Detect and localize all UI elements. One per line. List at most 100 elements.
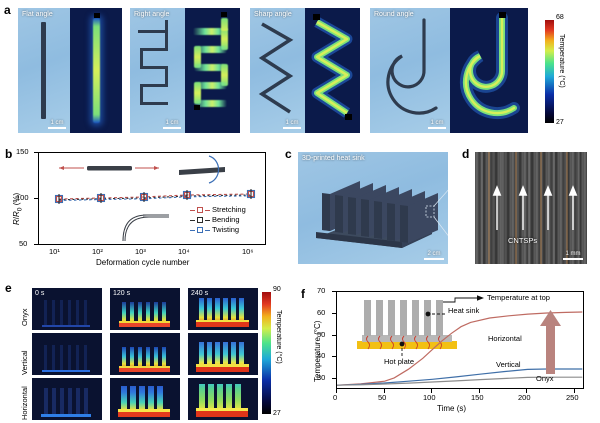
panel-a-scalebar-flat: 1 cm bbox=[48, 120, 66, 129]
panel-b-ylabel-150: 150 bbox=[16, 147, 29, 156]
legend-swatch-bending bbox=[197, 217, 203, 223]
panel-a-scalebar-right: 1 cm bbox=[163, 120, 181, 129]
legend-dash-right-twisting bbox=[205, 229, 210, 231]
legend-label-twisting: Twisting bbox=[212, 225, 240, 234]
panel-b-xaxis-title: Deformation cycle number bbox=[96, 258, 190, 267]
panel-letter-d: d bbox=[462, 147, 470, 161]
panel-b-yaxis-title: R/R0 (%) bbox=[12, 192, 24, 225]
panel-e-row-label-onyx: Onyx bbox=[20, 308, 29, 326]
panel-a-photo-round-optical: Round angle 1 cm bbox=[370, 8, 450, 133]
panel-f-xlabel-250: 250 bbox=[566, 393, 579, 402]
panel-f-trend-arrow bbox=[540, 310, 561, 374]
panel-b-xlabel-1e1: 10¹ bbox=[49, 247, 60, 256]
panel-e-colorbar-min: 27 bbox=[273, 410, 281, 417]
panel-e-sim-horizontal-240s bbox=[188, 378, 258, 420]
panel-f-xtick-200 bbox=[526, 389, 527, 393]
panel-b-ytick-150 bbox=[34, 152, 38, 153]
panel-a-photo-flat-optical: Flat angle 1 cm bbox=[18, 8, 70, 133]
panel-f-xlabel-0: 0 bbox=[333, 393, 338, 402]
panel-e-sim-vertical-240s bbox=[188, 333, 258, 375]
panel-e-time-label-240s: 240 s bbox=[191, 290, 209, 297]
panel-f-label-temperature-at-top: Temperature at top bbox=[487, 293, 550, 302]
panel-f-xtick-50 bbox=[384, 389, 385, 393]
panel-f-curve-label-onyx: Onyx bbox=[536, 374, 554, 383]
panel-f-yaxis-title: Temperature (°C) bbox=[313, 320, 322, 382]
icon-twisting bbox=[179, 155, 225, 184]
panel-f-label-heat-sink: Heat sink bbox=[448, 306, 480, 315]
panel-a-caption-sharp: Sharp angle bbox=[254, 11, 292, 18]
panel-e-row-label-horizontal: Horizontal bbox=[20, 386, 29, 420]
panel-a-caption-round: Round angle bbox=[374, 11, 414, 18]
legend-item-stretching: Stretching bbox=[190, 205, 246, 215]
panel-b-ylabel-50: 50 bbox=[19, 239, 28, 248]
panel-e-sim-onyx-0s: 0 s bbox=[32, 288, 102, 330]
panel-c-caption: 3D-printed heat sink bbox=[302, 155, 365, 162]
panel-e-colorbar bbox=[262, 292, 271, 414]
panel-a-photo-flat-thermal bbox=[70, 8, 122, 133]
panel-b-xlabel-1e3: 10³ bbox=[135, 247, 146, 256]
panel-b-ytick-100 bbox=[34, 198, 38, 199]
legend-swatch-stretching bbox=[197, 207, 203, 213]
panel-b-ylabel-100: 100 bbox=[16, 193, 29, 202]
panel-e-sim-horizontal-0s bbox=[32, 378, 102, 420]
panel-e-sim-horizontal-120s bbox=[110, 378, 180, 420]
panel-letter-e: e bbox=[5, 281, 12, 295]
panel-f-xlabel-50: 50 bbox=[378, 393, 387, 402]
panel-f-ylabel-40: 40 bbox=[317, 351, 326, 360]
panel-b-plot-area bbox=[38, 152, 266, 245]
panel-a-caption-right: Right angle bbox=[134, 11, 170, 18]
panel-d-photo-cnt-sheets: CNTSPs 1 mm bbox=[475, 152, 587, 264]
panel-f-xtick-100 bbox=[431, 389, 432, 393]
panel-f-xtick-250 bbox=[574, 389, 575, 393]
panel-b-xlabel-1e4: 10⁴ bbox=[178, 247, 190, 256]
direction-arrow-icon bbox=[492, 185, 578, 230]
icon-stretching bbox=[59, 166, 159, 171]
panel-letter-b: b bbox=[5, 147, 13, 161]
legend-label-bending: Bending bbox=[212, 215, 240, 224]
panel-c-scalebar: 2 cm bbox=[424, 251, 444, 260]
panel-a-photo-right-thermal bbox=[185, 8, 240, 133]
legend-item-bending: Bending bbox=[190, 215, 246, 225]
panel-e-sim-vertical-0s bbox=[32, 333, 102, 375]
panel-b-xlabel-1e2: 10² bbox=[92, 247, 103, 256]
panel-f-curve-label-vertical: Vertical bbox=[496, 360, 521, 369]
panel-a-scalebar-sharp: 1 cm bbox=[283, 120, 301, 129]
panel-a-photo-right-optical: Right angle 1 cm bbox=[130, 8, 185, 133]
panel-a-scalebar-round: 1 cm bbox=[428, 120, 446, 129]
legend-dash-right-bending bbox=[205, 219, 210, 221]
panel-c-photo-heat-sink: 3D-printed heat sink 2 cm bbox=[298, 152, 448, 264]
panel-e-time-label-0s: 0 s bbox=[35, 290, 45, 297]
panel-f-curve-onyx bbox=[337, 376, 583, 386]
panel-letter-a: a bbox=[4, 3, 11, 17]
panel-b-ytick-50 bbox=[34, 244, 38, 245]
panel-e-colorbar-title: Temperature (°C) bbox=[275, 310, 282, 364]
panel-e-sim-onyx-240s: 240 s bbox=[188, 288, 258, 330]
panel-f-ytick-40 bbox=[332, 356, 336, 357]
legend-dash-left-bending bbox=[190, 219, 195, 221]
panel-e-sim-vertical-120s bbox=[110, 333, 180, 375]
legend-swatch-twisting bbox=[197, 227, 203, 233]
panel-f-inset-schematic bbox=[357, 295, 484, 358]
panel-f-ylabel-50: 50 bbox=[317, 330, 326, 339]
panel-f-ytick-70 bbox=[332, 291, 336, 292]
legend-item-twisting: Twisting bbox=[190, 225, 246, 235]
panel-letter-c: c bbox=[285, 147, 292, 161]
panel-d-annotation-cntsps: CNTSPs bbox=[508, 236, 538, 245]
legend-dash-right-stretching bbox=[205, 209, 210, 211]
panel-a-colorbar-min: 27 bbox=[556, 119, 564, 126]
panel-f-curve-label-horizontal: Horizontal bbox=[488, 334, 522, 343]
panel-f-ytick-30 bbox=[332, 378, 336, 379]
legend-label-stretching: Stretching bbox=[212, 205, 246, 214]
panel-f-xlabel-200: 200 bbox=[518, 393, 531, 402]
panel-b-xlabel-1e6: 10⁶ bbox=[242, 247, 254, 256]
panel-f-plot-area bbox=[336, 291, 584, 389]
panel-d-scalebar: 1 mm bbox=[563, 251, 583, 260]
panel-e-colorbar-max: 90 bbox=[273, 286, 281, 293]
panel-f-ylabel-30: 30 bbox=[317, 373, 326, 382]
legend-dash-left-stretching bbox=[190, 209, 195, 211]
panel-a-caption-flat: Flat angle bbox=[22, 11, 53, 18]
panel-e-sim-onyx-120s: 120 s bbox=[110, 288, 180, 330]
panel-e-row-label-vertical: Vertical bbox=[20, 350, 29, 375]
panel-f-ylabel-60: 60 bbox=[317, 308, 326, 317]
panel-f-xtick-150 bbox=[479, 389, 480, 393]
